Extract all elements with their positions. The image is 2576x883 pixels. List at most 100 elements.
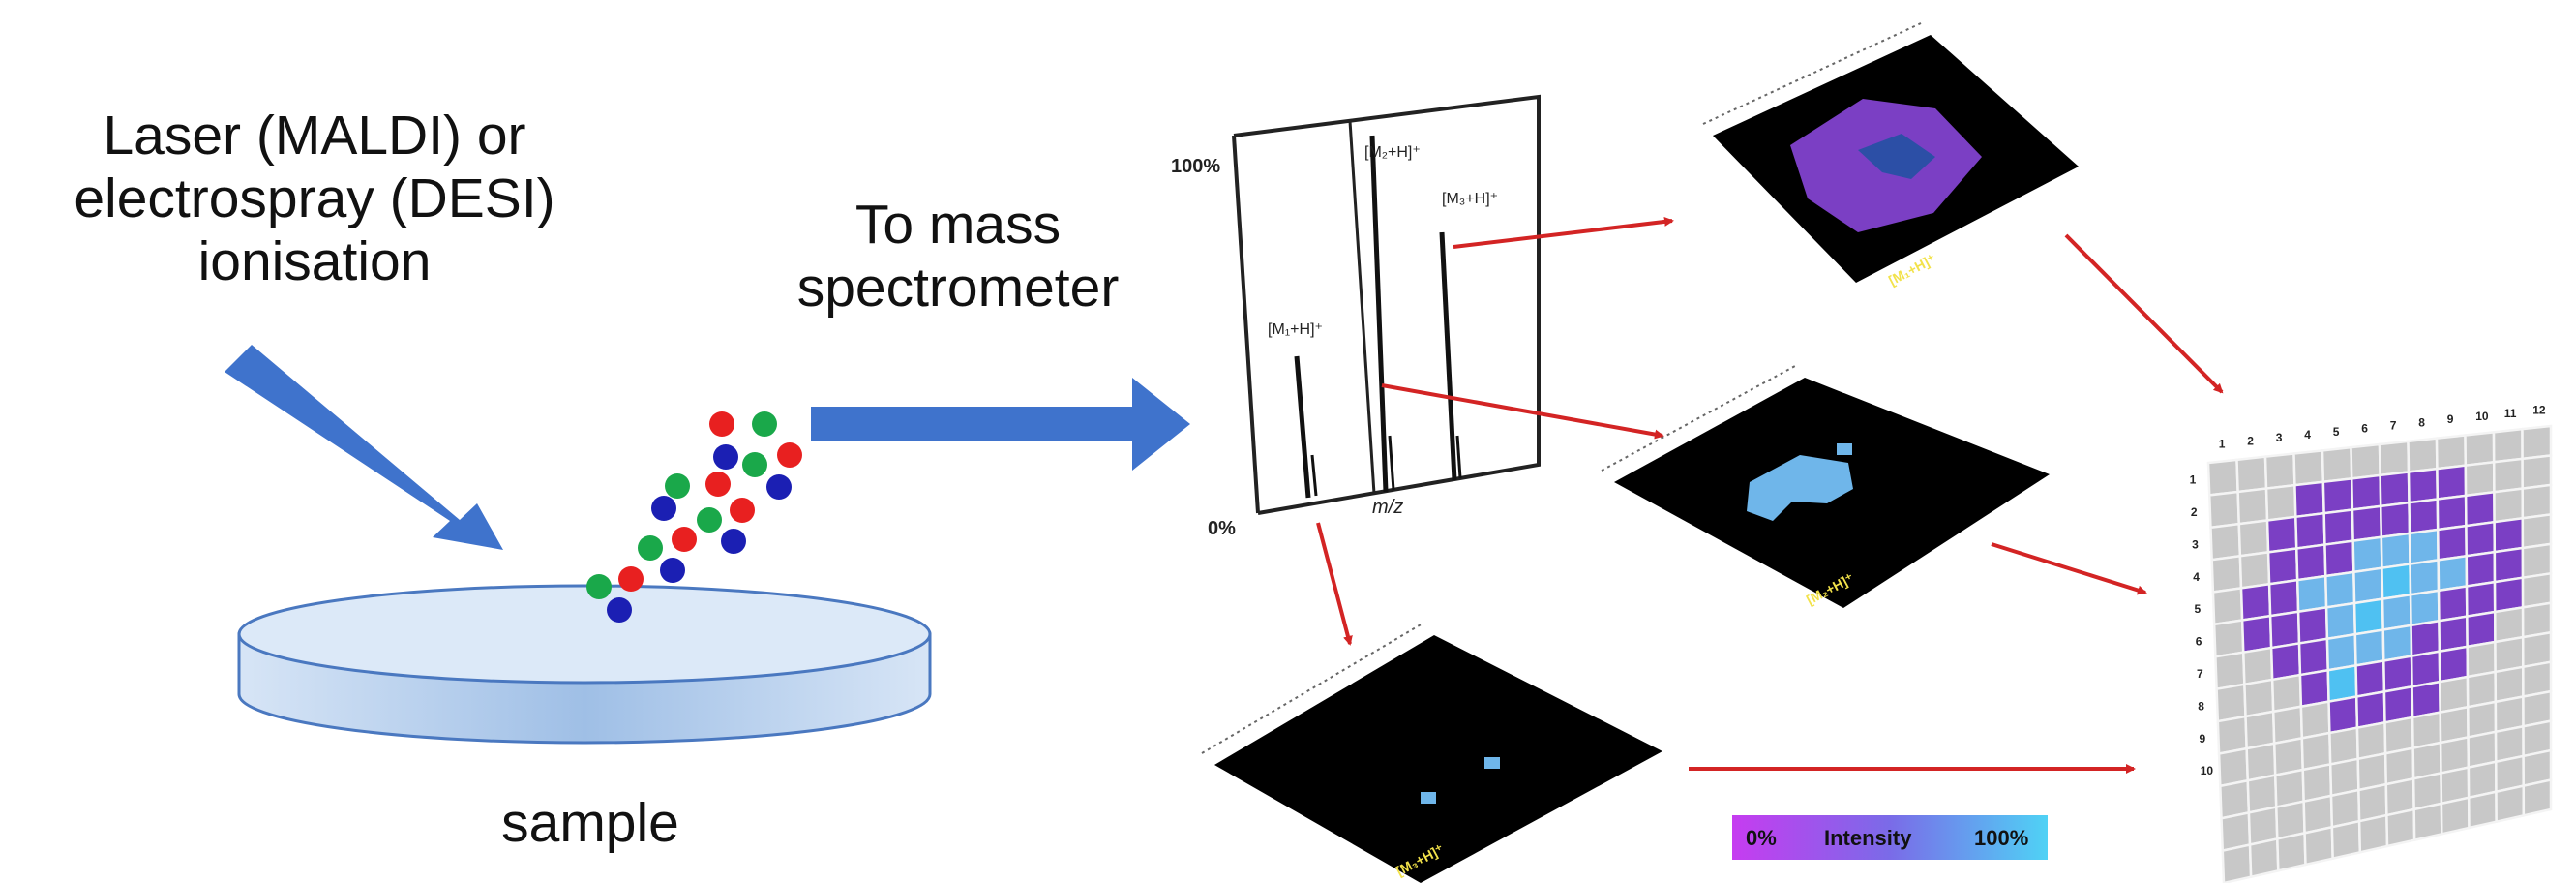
grid-cell [2350,473,2382,511]
grid-cell [2407,437,2439,473]
grid-cell [2330,819,2362,861]
grid-cell [2465,520,2497,558]
grid-cell [2437,585,2469,623]
grid-cell [2350,442,2381,480]
grid-cell [2237,519,2270,558]
grid-cell [2295,574,2328,614]
intensity-high-label: 100% [1974,826,2028,850]
mass-spectrometer-line1: To mass [854,194,1062,256]
grid-cell [2236,487,2269,526]
peak-1 [1294,355,1311,499]
ion-image-middle [1601,365,2050,608]
arrow-top-to-composite [2064,233,2224,394]
grid-cell [2493,576,2525,614]
grid-cell [2214,651,2246,691]
grid-cell [2352,566,2384,605]
grid-column-label: 5 [2333,425,2340,439]
grid-cell [2437,554,2469,593]
red-arrows [1316,216,2224,774]
grid-cell [2323,539,2355,578]
grid-column-label: 4 [2304,428,2311,442]
map-bottom-spot1 [1421,792,1436,804]
grid-cell [2408,528,2440,565]
grid-cell [2464,460,2496,498]
grid-column-label: 11 [2504,407,2517,420]
grid-cell [2493,487,2525,524]
grid-cell [2324,570,2356,609]
ionisation-arrow [225,345,503,550]
grid-cell [2207,490,2241,530]
grid-cell [2381,624,2413,662]
ion-droplets [586,411,802,623]
grid-cell [2412,802,2443,842]
to-spectrometer-arrow [811,378,1190,471]
grid-cell [2351,535,2383,574]
grid-cell [2270,673,2303,714]
grid-cell [2266,547,2299,586]
grid-cell [2492,457,2524,494]
grid-column-label: 1 [2219,437,2226,450]
grid-cell [2465,580,2497,619]
grid-cell [2380,532,2411,570]
grid-cell [2378,440,2411,477]
grid-cell [2438,615,2469,654]
grid-cell [2409,589,2441,627]
grid-cell [2303,825,2334,867]
grid-column-label: 3 [2276,431,2283,444]
grid-row-label: 1 [2190,473,2197,487]
grid-cell [2324,601,2357,641]
ionisation-label-line2: electrospray (DESI) [74,167,555,229]
grid-cell [2221,842,2253,883]
grid-row-label: 10 [2201,764,2214,777]
sample-label: sample [501,792,679,854]
grid-cell [2292,448,2325,487]
grid-cell [2240,614,2273,655]
grid-cell [2409,558,2441,596]
mass-spectrometer-line2: spectrometer [796,256,1120,319]
mass-spectrum [1232,94,1541,515]
grid-column-label: 10 [2475,410,2489,423]
grid-cell [2436,524,2468,562]
spectrum-y-top: 100% [1171,156,1220,177]
grid-cell [2495,784,2526,824]
grid-cell [2521,483,2553,520]
grid-cell [2269,641,2302,682]
grid-cell [2351,504,2383,543]
composite-ion-grid [2206,424,2553,883]
spectrum-y-bottom: 0% [1208,518,1236,539]
intensity-low-label: 0% [1746,826,1777,850]
arrow-to-map-middle [1381,383,1664,440]
grid-cell [2464,490,2496,528]
grid-cell [2264,483,2297,522]
grid-column-label: 6 [2361,422,2368,436]
grid-cell [2467,790,2498,830]
grid-cell [2521,542,2553,580]
grid-cell [2235,455,2268,494]
ionisation-label: Laser (MALDI) or electrospray (DESI) ion… [0,105,629,293]
grid-cell [2215,683,2247,723]
grid-cell [2322,508,2354,546]
grid-cell [2464,430,2496,468]
grid-cell [2321,445,2353,484]
grid-cell [2267,578,2300,618]
spectrum-peak3-label: [M₃+H]⁺ [1442,191,1498,207]
mass-spectrometer-label: To mass spectrometer [755,194,1161,320]
map-bottom-spot2 [1484,757,1500,769]
grid-cell [2239,582,2272,622]
ionisation-label-line1: Laser (MALDI) or [103,105,526,167]
grid-cell [2407,467,2440,504]
grid-cell [2211,586,2244,626]
intensity-title: Intensity [1824,826,1912,850]
grid-cell [2265,515,2298,554]
grid-row-labels: 1 2 3 4 5 6 7 8 9 10 [2190,473,2214,777]
grid-row-label: 5 [2195,602,2202,616]
grid-cell [2294,511,2326,550]
map-middle-blue-region [1747,455,1853,521]
arrow-middle-to-composite [1991,542,2147,595]
peak-3 [1439,231,1457,481]
ion-image-bottom [1201,623,1662,883]
grid-row-label: 2 [2191,505,2198,519]
arrow-to-map-bottom [1316,522,1353,646]
grid-cell [2465,550,2497,588]
